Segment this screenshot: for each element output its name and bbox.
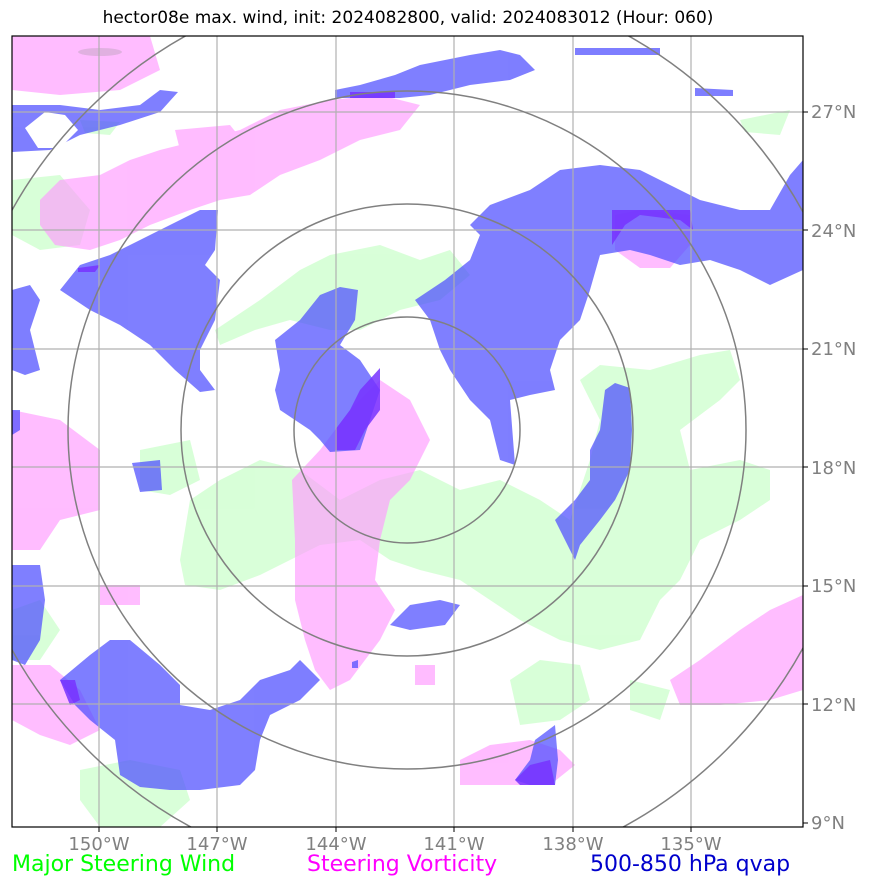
lat-label: 15°N xyxy=(811,576,856,597)
qvap-region xyxy=(695,88,733,96)
wind-region xyxy=(630,680,670,720)
lat-label: 12°N xyxy=(811,695,856,716)
qvap-region xyxy=(60,640,320,790)
qvap-region xyxy=(12,285,40,375)
vorticity-region xyxy=(12,36,160,95)
lon-label: 141°W xyxy=(423,834,484,855)
map-frame xyxy=(11,35,804,828)
vorticity-region xyxy=(100,585,140,605)
qvap-region xyxy=(12,410,20,435)
qvap-region xyxy=(12,565,45,665)
vorticity-region xyxy=(40,95,420,250)
qvap-region xyxy=(132,460,162,492)
lat-label: 27°N xyxy=(811,102,856,123)
wind-region xyxy=(740,110,790,135)
range-ring xyxy=(180,203,634,657)
qvap-region xyxy=(555,383,632,560)
qvap-region xyxy=(60,210,220,392)
range-rings xyxy=(12,36,803,827)
legend-qvap: 500-850 hPa qvap xyxy=(590,852,791,877)
lon-label: 144°W xyxy=(305,834,366,855)
qvap-region xyxy=(390,600,460,630)
lat-label: 9°N xyxy=(811,813,845,834)
lon-label: 138°W xyxy=(542,834,603,855)
legend-vorticity: Steering Vorticity xyxy=(307,852,498,877)
lon-label: 135°W xyxy=(660,834,721,855)
clear-region xyxy=(78,48,122,56)
map-title: hector08e max. wind, init: 2024082800, v… xyxy=(102,8,714,28)
overlap-region xyxy=(60,680,80,705)
lat-labels: 27°N 24°N 21°N 18°N 15°N 12°N 9°N xyxy=(811,102,856,834)
overlap-region xyxy=(515,760,555,785)
qvap-region xyxy=(335,50,535,98)
overlap-region xyxy=(78,265,100,272)
legend-wind: Major Steering Wind xyxy=(12,852,236,877)
vorticity-region xyxy=(292,380,430,690)
range-ring xyxy=(67,90,747,770)
lon-label: 147°W xyxy=(186,834,247,855)
vorticity-region xyxy=(415,665,435,685)
lat-label: 18°N xyxy=(811,458,856,479)
clear-region xyxy=(25,112,78,148)
qvap-region xyxy=(575,48,660,55)
qvap-region xyxy=(352,660,358,668)
lat-label: 21°N xyxy=(811,339,856,360)
lon-label: 150°W xyxy=(68,834,129,855)
vorticity-region xyxy=(12,410,100,550)
range-ring xyxy=(293,316,521,544)
vorticity-region xyxy=(670,595,803,705)
wind-region xyxy=(510,660,590,725)
vorticity-region xyxy=(175,125,250,155)
grid xyxy=(12,36,803,827)
overlap-region xyxy=(335,368,380,450)
lat-label: 24°N xyxy=(811,221,856,242)
lon-labels: 150°W 147°W 144°W 141°W 138°W 135°W xyxy=(68,834,721,855)
